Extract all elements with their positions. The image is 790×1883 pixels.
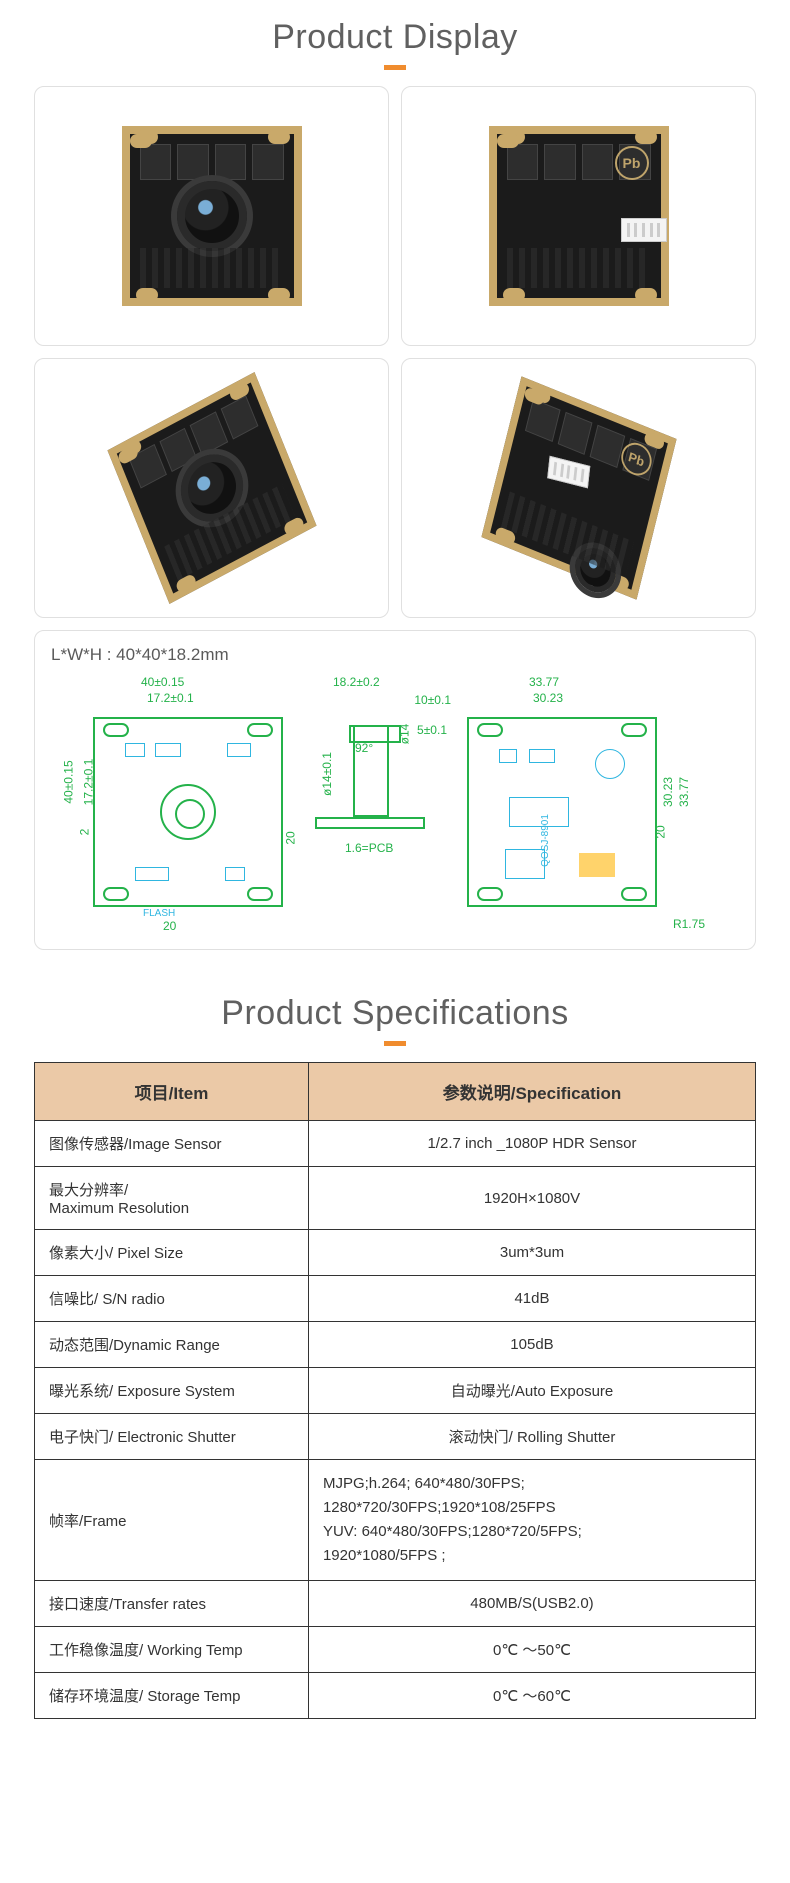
dim-label: 1.6=PCB [345, 841, 393, 855]
product-tile-back: Pb [401, 86, 756, 346]
pcb-rear-outline [467, 717, 657, 907]
dim-label: ø14 [398, 724, 412, 745]
dim-label: 20 [653, 825, 667, 838]
spec-table: 项目/Item 参数说明/Specification 图像传感器/Image S… [34, 1062, 756, 1719]
table-row: 信噪比/ S/N radio41dB [35, 1276, 756, 1322]
spec-value: 1920H×1080V [308, 1167, 755, 1230]
table-row: 动态范围/Dynamic Range105dB [35, 1322, 756, 1368]
spec-label: 储存环境温度/ Storage Temp [35, 1673, 309, 1719]
spec-value: 3um*3um [308, 1230, 755, 1276]
spec-value: MJPG;h.264; 640*480/30FPS; 1280*720/30FP… [308, 1460, 755, 1581]
pcb-front-illustration [122, 126, 302, 306]
table-row: 电子快门/ Electronic Shutter滚动快门/ Rolling Sh… [35, 1414, 756, 1460]
spec-label: 帧率/Frame [35, 1460, 309, 1581]
title-underline [384, 1041, 406, 1046]
table-row: 帧率/FrameMJPG;h.264; 640*480/30FPS; 1280*… [35, 1460, 756, 1581]
dimension-panel: L*W*H : 40*40*18.2mm 40±0.15 17.2±0.1 40… [34, 630, 756, 950]
spec-label: 曝光系统/ Exposure System [35, 1368, 309, 1414]
table-row: 曝光系统/ Exposure System自动曝光/Auto Exposure [35, 1368, 756, 1414]
spec-value: 480MB/S(USB2.0) [308, 1581, 755, 1627]
dim-label: 33.77 [677, 777, 691, 807]
dim-label: 40±0.15 [62, 760, 76, 803]
table-row: 最大分辨率/ Maximum Resolution1920H×1080V [35, 1167, 756, 1230]
dimension-drawings: 40±0.15 17.2±0.1 40±0.15 17.2±0.1 2 20 2… [51, 675, 739, 931]
dim-label: 17.2±0.1 [81, 759, 95, 806]
section-title-display: Product Display [0, 0, 790, 61]
pcb-angle-back-illustration: Pb [481, 376, 676, 599]
spec-label: 图像传感器/Image Sensor [35, 1121, 309, 1167]
pcb-side-outline: 18.2±0.2 10±0.1 5±0.1 ø14±0.1 92° ø14 1.… [305, 675, 445, 865]
spec-label: 工作稳像温度/ Working Temp [35, 1627, 309, 1673]
spec-value: 0℃ ～60℃ [308, 1673, 755, 1719]
dim-label: 92° [355, 741, 373, 755]
dim-label: QOSJ-8901 [540, 814, 551, 867]
title-underline [384, 65, 406, 70]
dim-label: FLASH [143, 908, 175, 919]
dim-label: 5±0.1 [417, 723, 447, 737]
dim-label: 33.77 [529, 675, 559, 689]
dim-label: 30.23 [533, 691, 563, 705]
dim-label: 10±0.1 [414, 693, 451, 707]
col-header-spec: 参数说明/Specification [308, 1063, 755, 1121]
section-title-spec: Product Specifications [0, 976, 790, 1037]
dim-label: 18.2±0.2 [333, 675, 380, 689]
table-row: 图像传感器/Image Sensor1/2.7 inch _1080P HDR … [35, 1121, 756, 1167]
product-gallery: Pb Pb [0, 86, 790, 630]
dim-label: ø14±0.1 [320, 752, 334, 796]
dim-label: R1.75 [673, 917, 705, 931]
spec-value: 滚动快门/ Rolling Shutter [308, 1414, 755, 1460]
spec-label: 信噪比/ S/N radio [35, 1276, 309, 1322]
table-row: 工作稳像温度/ Working Temp0℃ ～50℃ [35, 1627, 756, 1673]
spec-label: 最大分辨率/ Maximum Resolution [35, 1167, 309, 1230]
pcb-angle-front-illustration [107, 372, 316, 604]
spec-label: 电子快门/ Electronic Shutter [35, 1414, 309, 1460]
col-header-item: 项目/Item [35, 1063, 309, 1121]
table-row: 储存环境温度/ Storage Temp0℃ ～60℃ [35, 1673, 756, 1719]
spec-value: 自动曝光/Auto Exposure [308, 1368, 755, 1414]
dim-label: 20 [283, 831, 297, 844]
lens-icon [177, 181, 247, 251]
pcb-back-illustration: Pb [489, 126, 669, 306]
spec-label: 动态范围/Dynamic Range [35, 1322, 309, 1368]
table-row: 接口速度/Transfer rates480MB/S(USB2.0) [35, 1581, 756, 1627]
spec-label: 像素大小/ Pixel Size [35, 1230, 309, 1276]
dim-label: 30.23 [661, 777, 675, 807]
spec-value: 105dB [308, 1322, 755, 1368]
pb-badge: Pb [615, 146, 649, 180]
spec-value: 41dB [308, 1276, 755, 1322]
spec-label: 接口速度/Transfer rates [35, 1581, 309, 1627]
spec-value: 0℃ ～50℃ [308, 1627, 755, 1673]
table-header-row: 项目/Item 参数说明/Specification [35, 1063, 756, 1121]
pcb-front-outline [93, 717, 283, 907]
dim-label: 17.2±0.1 [147, 691, 194, 705]
product-tile-angle-front [34, 358, 389, 618]
dimension-header: L*W*H : 40*40*18.2mm [51, 645, 739, 665]
dim-label: 20 [163, 919, 176, 933]
table-row: 像素大小/ Pixel Size3um*3um [35, 1230, 756, 1276]
product-tile-front [34, 86, 389, 346]
product-tile-angle-back: Pb [401, 358, 756, 618]
dim-label: 2 [77, 829, 91, 836]
spec-value: 1/2.7 inch _1080P HDR Sensor [308, 1121, 755, 1167]
dim-label: 40±0.15 [141, 675, 184, 689]
spec-table-body: 图像传感器/Image Sensor1/2.7 inch _1080P HDR … [35, 1121, 756, 1719]
